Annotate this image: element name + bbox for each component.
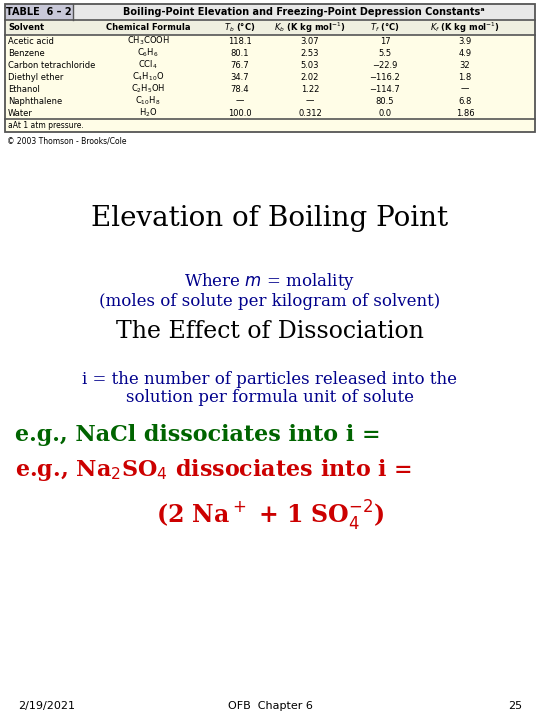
Bar [5,119,535,132]
Text: i = the number of particles released into the: i = the number of particles released int… [83,372,457,389]
Text: Chemical Formula: Chemical Formula [106,23,190,32]
Text: 6.8: 6.8 [458,96,471,106]
Bar [73,4,535,20]
Text: —: — [236,96,244,106]
Text: Ethanol: Ethanol [8,84,40,94]
Text: 25: 25 [508,701,522,711]
Text: Elevation of Boiling Point: Elevation of Boiling Point [91,204,449,232]
Text: (moles of solute per kilogram of solvent): (moles of solute per kilogram of solvent… [99,294,441,310]
Bar [5,83,535,95]
Text: e.g., Na$_2$SO$_4$ dissociates into i =: e.g., Na$_2$SO$_4$ dissociates into i = [15,457,412,483]
Text: Carbon tetrachloride: Carbon tetrachloride [8,60,96,70]
Bar [5,20,535,35]
Text: CCl$_4$: CCl$_4$ [138,59,158,71]
Text: —: — [306,96,314,106]
Text: e.g., NaCl dissociates into i =: e.g., NaCl dissociates into i = [15,424,381,446]
Text: 80.5: 80.5 [376,96,394,106]
Text: 5.03: 5.03 [301,60,319,70]
Text: 76.7: 76.7 [231,60,249,70]
Text: 2/19/2021: 2/19/2021 [18,701,75,711]
Bar [5,35,535,47]
Text: −114.7: −114.7 [369,84,400,94]
Text: $T_b$ (°C): $T_b$ (°C) [224,22,255,34]
Text: Diethyl ether: Diethyl ether [8,73,63,81]
Text: 5.5: 5.5 [379,48,392,58]
Text: Solvent: Solvent [8,23,44,32]
Text: C$_6$H$_6$: C$_6$H$_6$ [137,47,159,59]
Text: 118.1: 118.1 [228,37,252,45]
Text: C$_{10}$H$_8$: C$_{10}$H$_8$ [136,95,161,107]
Text: TABLE  6 – 2: TABLE 6 – 2 [6,7,72,17]
Text: 1.22: 1.22 [301,84,319,94]
Bar [5,107,535,119]
Text: 78.4: 78.4 [231,84,249,94]
Text: Where $m$ = molality: Where $m$ = molality [185,271,355,292]
Text: 32: 32 [460,60,470,70]
Text: 2.02: 2.02 [301,73,319,81]
Bar [5,4,535,132]
Text: 3.07: 3.07 [301,37,319,45]
Text: —: — [461,84,469,94]
Text: Acetic acid: Acetic acid [8,37,54,45]
Text: solution per formula unit of solute: solution per formula unit of solute [126,390,414,407]
Text: CH$_3$COOH: CH$_3$COOH [126,35,170,48]
Text: The Effect of Dissociation: The Effect of Dissociation [116,320,424,343]
Text: (2 Na$^+$ + 1 SO$_4^{-2}$): (2 Na$^+$ + 1 SO$_4^{-2}$) [156,499,384,533]
Text: 17: 17 [380,37,390,45]
Text: 1.86: 1.86 [456,109,474,117]
Text: −22.9: −22.9 [372,60,397,70]
Text: C$_2$H$_5$OH: C$_2$H$_5$OH [131,83,165,95]
Text: 0.312: 0.312 [298,109,322,117]
Text: Benzene: Benzene [8,48,45,58]
Text: OFB  Chapter 6: OFB Chapter 6 [227,701,313,711]
Text: Naphthalene: Naphthalene [8,96,62,106]
Text: 100.0: 100.0 [228,109,252,117]
Bar [5,59,535,71]
Text: 34.7: 34.7 [231,73,249,81]
Text: C$_4$H$_{10}$O: C$_4$H$_{10}$O [132,71,164,84]
Text: © 2003 Thomson - Brooks/Cole: © 2003 Thomson - Brooks/Cole [7,137,126,145]
Bar [5,4,73,20]
Text: $T_f$ (°C): $T_f$ (°C) [370,22,400,34]
Text: $K_b$ (K kg mol$^{-1}$): $K_b$ (K kg mol$^{-1}$) [274,20,346,35]
Text: Boiling-Point Elevation and Freezing-Point Depression Constantsᵃ: Boiling-Point Elevation and Freezing-Poi… [123,7,485,17]
Text: aAt 1 atm pressure.: aAt 1 atm pressure. [8,121,84,130]
Text: 4.9: 4.9 [458,48,471,58]
Bar [5,71,535,83]
Text: Water: Water [8,109,33,117]
Text: 3.9: 3.9 [458,37,471,45]
Text: H$_2$O: H$_2$O [139,107,157,120]
Text: −116.2: −116.2 [369,73,400,81]
Text: $K_f$ (K kg mol$^{-1}$): $K_f$ (K kg mol$^{-1}$) [430,20,500,35]
Text: 80.1: 80.1 [231,48,249,58]
Text: 1.8: 1.8 [458,73,471,81]
Bar [5,95,535,107]
Text: 2.53: 2.53 [301,48,319,58]
Bar [5,47,535,59]
Text: 0.0: 0.0 [379,109,392,117]
